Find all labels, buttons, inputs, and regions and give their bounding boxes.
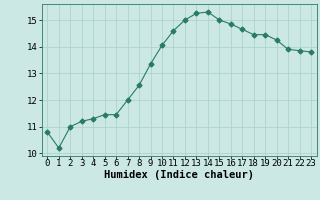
X-axis label: Humidex (Indice chaleur): Humidex (Indice chaleur) xyxy=(104,170,254,180)
